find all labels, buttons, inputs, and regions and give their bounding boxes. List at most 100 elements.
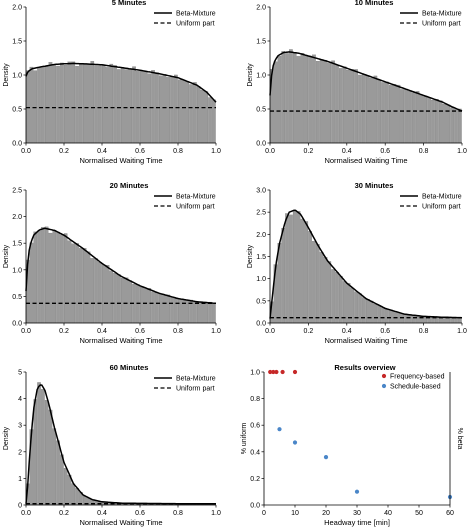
data-point [292,369,298,375]
histogram-bar [166,77,171,144]
histogram-bar [212,99,216,144]
histogram-bar [113,272,117,324]
y-axis-label: Density [247,244,254,268]
histogram-bar [48,409,53,506]
beta-mixture-curve [269,51,463,112]
y-tick-label: 0.5 [12,294,22,301]
y-tick-label: 2.0 [256,5,266,12]
y-tick-label: 0.0 [12,321,22,328]
histogram-bar [86,251,91,324]
histogram-bar [427,97,431,144]
x-tick-label: 0.2 [304,148,314,155]
histogram-bar [365,75,370,144]
histogram-bar [204,302,209,324]
x-tick-label: 0.4 [97,328,107,335]
histogram-bar [185,299,190,324]
histogram-bar [170,296,174,324]
y-tick-label: 0.5 [256,107,266,114]
legend-label-uniform-part: Uniform part [176,204,215,211]
y-axis-label: Density [3,244,10,268]
y-tick-label: 1.5 [256,39,266,46]
histogram-bar [33,231,38,324]
x-axis-label: Normalised Waiting Time [79,518,162,527]
x-tick-label: 0.0 [21,328,31,335]
histogram-bar [342,66,347,144]
panel-title: 10 Minutes [355,0,394,7]
histogram-bar [431,99,435,144]
histogram-bar [79,63,83,144]
data-point [271,369,276,375]
y-axis-label: Density [3,63,10,87]
histogram-bars [269,211,462,324]
histogram-bar [196,86,201,144]
histogram-bar [56,65,60,144]
y-axis-label: Density [247,63,254,87]
histogram-bars [25,226,216,324]
histogram-bar [177,298,182,324]
histogram-bar [41,389,45,506]
histogram-bar [204,91,209,144]
histogram-bar [124,277,129,324]
x-tick-label: 50 [415,510,423,517]
panel-6: Results overview Frequency-based Schedule-… [241,363,463,527]
series-frequency-based [268,369,298,375]
histogram-bar [41,66,45,144]
data-point [277,427,282,432]
histogram-bar [117,69,121,144]
histogram-bar [419,95,424,144]
histogram-bar [63,65,68,144]
histogram-bar [117,274,121,324]
y-tick-label: 0.5 [12,107,22,114]
x-axis-label: Normalised Waiting Time [324,156,407,165]
histogram-bar [296,211,301,324]
histogram-bar [128,68,133,144]
y-tick-label: 0.0 [256,141,266,148]
histogram-bar [86,64,91,144]
y-tick-label: 0.2 [250,476,260,483]
histogram-bar [289,49,293,144]
panel-1: 5 Minutes Beta-Mixture Uniform part 0.0 0.2 0… [3,0,221,165]
histogram-bar [458,108,462,144]
y-tick-label: 2 [18,449,22,456]
x-tick-label: 0.6 [135,148,145,155]
y-tick-label: 1.0 [250,370,260,377]
histogram-bar [323,60,328,144]
x-tick-label: 0.0 [265,148,275,155]
histogram-bar [82,248,87,324]
data-point [354,489,360,494]
panel-title: 20 Minutes [110,181,149,190]
histogram-bar [208,301,212,324]
histogram-bar [177,79,182,144]
histogram-bar [315,244,320,324]
y-tick-label: 0 [18,503,22,510]
histogram-bar [48,232,53,324]
legend: Beta-Mixture Uniform part [154,11,216,28]
histogram-bar [281,51,286,144]
x-tick-label: 1.0 [211,148,221,155]
histogram-bar [170,76,174,144]
legend-marker [381,383,387,389]
panel-2: 10 Minutes Beta-Mixture Uniform part 0.0 0.2… [247,0,467,165]
histogram-bar [109,270,114,324]
histogram-bar [94,258,98,324]
x-tick-label: 0.6 [135,328,145,335]
histogram-bar [292,211,297,324]
histogram-bar [52,428,57,506]
y-tick-label: 2.0 [12,5,22,12]
histogram-bars [25,61,216,144]
histogram-bar [79,248,83,324]
beta-mixture-curve [25,62,217,103]
x-tick-label: 0 [262,510,266,517]
histogram-bar [56,440,60,506]
histogram-bar [327,63,332,144]
data-point [323,455,329,460]
histogram-bar [442,103,447,144]
histogram-bar [331,60,335,144]
histogram-bar [44,400,49,506]
legend: Frequency-based Schedule-based [381,374,445,391]
histogram-bar [71,483,76,506]
histogram-bar [132,66,136,144]
histogram-bar [98,262,102,324]
histogram-bar [400,89,405,144]
y-tick-label: 0.0 [250,503,260,510]
